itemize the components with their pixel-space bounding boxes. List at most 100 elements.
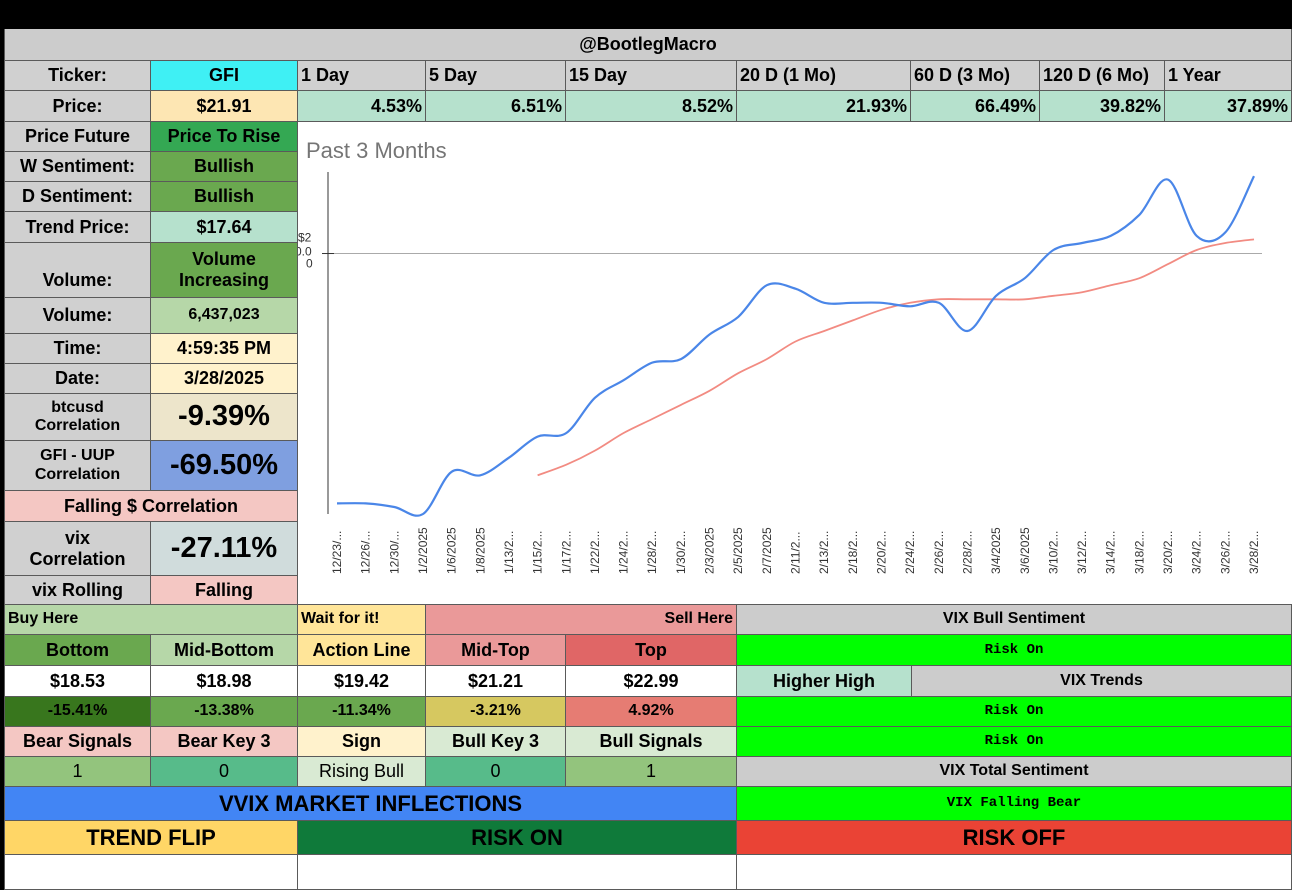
- date-value: 3/28/2025: [151, 364, 298, 394]
- ticker-label: Ticker:: [5, 61, 151, 91]
- x-tick-label: 3/10/2...: [1046, 531, 1060, 574]
- x-tick-label: 3/26/2...: [1218, 531, 1232, 574]
- btc-correlation-value: -9.39%: [151, 394, 298, 441]
- period-header: 1 Day: [298, 61, 426, 91]
- time-label: Time:: [5, 334, 151, 364]
- y-tick-label: 0.0: [298, 245, 312, 259]
- vix-trends-label: VIX Trends: [912, 666, 1292, 697]
- x-tick-label: 1/24/2...: [617, 531, 631, 574]
- x-tick-label: 2/5/2025: [731, 527, 745, 574]
- falling-dollar-correlation: Falling $ Correlation: [5, 491, 298, 522]
- vix-correlation-label: vix Correlation: [5, 522, 151, 576]
- x-tick-label: 1/6/2025: [445, 527, 459, 574]
- vix-total-sentiment-label: VIX Total Sentiment: [737, 757, 1292, 787]
- btc-correlation-label: btcusd Correlation: [5, 394, 151, 441]
- period-header: 120 D (6 Mo): [1040, 61, 1165, 91]
- trend-price-value: $17.64: [151, 212, 298, 243]
- trend-price-label: Trend Price:: [5, 212, 151, 243]
- x-tick-label: 2/7/2025: [760, 527, 774, 574]
- chart-title: Past 3 Months: [306, 138, 447, 163]
- level-pct-mid-top: -3.21%: [426, 697, 566, 727]
- level-header-action-line: Action Line: [298, 635, 426, 666]
- return-value: 8.52%: [566, 91, 737, 122]
- volume-trend-value: Volume Increasing: [151, 243, 298, 298]
- x-tick-label: 3/24/2...: [1190, 531, 1204, 574]
- x-tick-label: 3/4/2025: [989, 527, 1003, 574]
- buy-here-label: Buy Here: [5, 605, 298, 635]
- level-header-mid-bottom: Mid-Bottom: [151, 635, 298, 666]
- volume-label: Volume:: [5, 298, 151, 334]
- x-tick-label: 3/6/2025: [1018, 527, 1032, 574]
- period-header: 1 Year: [1165, 61, 1292, 91]
- x-tick-label: 1/8/2025: [473, 527, 487, 574]
- x-tick-label: 3/18/2...: [1132, 531, 1146, 574]
- x-tick-label: 3/20/2...: [1161, 531, 1175, 574]
- date-label: Date:: [5, 364, 151, 394]
- signal-header-sign: Sign: [298, 727, 426, 757]
- signal-value-bull-signals: 1: [566, 757, 737, 787]
- price-label: Price:: [5, 91, 151, 122]
- period-header: 15 Day: [566, 61, 737, 91]
- uup-correlation-label: GFI - UUP Correlation: [5, 441, 151, 491]
- level-pct-mid-bottom: -13.38%: [151, 697, 298, 727]
- x-tick-label: 2/26/2...: [932, 531, 946, 574]
- y-tick-label: 0: [306, 257, 313, 271]
- signal-header-bear-signals: Bear Signals: [5, 727, 151, 757]
- w-sentiment-label: W Sentiment:: [5, 152, 151, 182]
- x-axis-labels: 12/23/... 12/26/... 12/30/... 1/2/2025 1/6/2…: [330, 527, 1261, 574]
- return-value: 66.49%: [911, 91, 1040, 122]
- return-value: 21.93%: [737, 91, 911, 122]
- x-tick-label: 1/28/2...: [645, 531, 659, 574]
- x-tick-label: 3/28/2...: [1247, 531, 1261, 574]
- volume-value: 6,437,023: [151, 298, 298, 334]
- trend-flip-cell: [5, 855, 298, 890]
- w-sentiment-value: Bullish: [151, 152, 298, 182]
- vix-bull-sentiment-label: VIX Bull Sentiment: [737, 605, 1292, 635]
- x-tick-label: 1/22/2...: [588, 531, 602, 574]
- signal-value-bear-signals: 1: [5, 757, 151, 787]
- price-value: $21.91: [151, 91, 298, 122]
- vix-rolling-value: Falling: [151, 576, 298, 605]
- signal-value-bear-key: 0: [151, 757, 298, 787]
- x-tick-label: 1/30/2...: [674, 531, 688, 574]
- time-value: 4:59:35 PM: [151, 334, 298, 364]
- level-header-top: Top: [566, 635, 737, 666]
- vvix-title: VVIX MARKET INFLECTIONS: [5, 787, 737, 821]
- level-pct-bottom: -15.41%: [5, 697, 151, 727]
- x-tick-label: 2/11/2...: [789, 532, 803, 574]
- d-sentiment-value: Bullish: [151, 182, 298, 212]
- risk-on-header: RISK ON: [298, 821, 737, 855]
- x-tick-label: 2/13/2...: [817, 531, 831, 574]
- ticker-value[interactable]: GFI: [151, 61, 298, 91]
- x-tick-label: 3/12/2...: [1075, 531, 1089, 574]
- risk-off-header: RISK OFF: [737, 821, 1292, 855]
- trend-flip-header: TREND FLIP: [5, 821, 298, 855]
- volume-trend-label: Volume:: [5, 243, 151, 298]
- level-pct-action-line: -11.34%: [298, 697, 426, 727]
- x-tick-label: 1/2/2025: [416, 527, 430, 574]
- price-future-label: Price Future: [5, 122, 151, 152]
- level-price-top: $22.99: [566, 666, 737, 697]
- price-chart: Past 3 Months $2 0.0 0 12/23/... 12/26/..…: [298, 122, 1292, 605]
- chart-svg: Past 3 Months $2 0.0 0 12/23/... 12/26/..…: [298, 138, 1262, 574]
- x-tick-label: 2/28/2...: [960, 531, 974, 574]
- y-tick-label: $2: [298, 231, 312, 245]
- return-value: 4.53%: [298, 91, 426, 122]
- vix-higher-high: Higher High: [737, 666, 912, 697]
- price-future-value: Price To Rise: [151, 122, 298, 152]
- level-header-mid-top: Mid-Top: [426, 635, 566, 666]
- x-tick-label: 1/15/2...: [531, 531, 545, 574]
- x-tick-label: 2/20/2...: [874, 531, 888, 574]
- x-tick-label: 2/18/2...: [846, 531, 860, 574]
- vix-correlation-value: -27.11%: [151, 522, 298, 576]
- level-price-bottom: $18.53: [5, 666, 151, 697]
- x-tick-label: 12/26/...: [359, 531, 373, 574]
- vix-rolling-label: vix Rolling: [5, 576, 151, 605]
- trend-series-line: [537, 238, 1255, 477]
- signal-value-bull-key: 0: [426, 757, 566, 787]
- level-price-mid-bottom: $18.98: [151, 666, 298, 697]
- signal-value-sign: Rising Bull: [298, 757, 426, 787]
- x-tick-label: 1/17/2...: [559, 531, 573, 574]
- sheet-title: @BootlegMacro: [5, 29, 1292, 61]
- price-series-line: [336, 175, 1255, 517]
